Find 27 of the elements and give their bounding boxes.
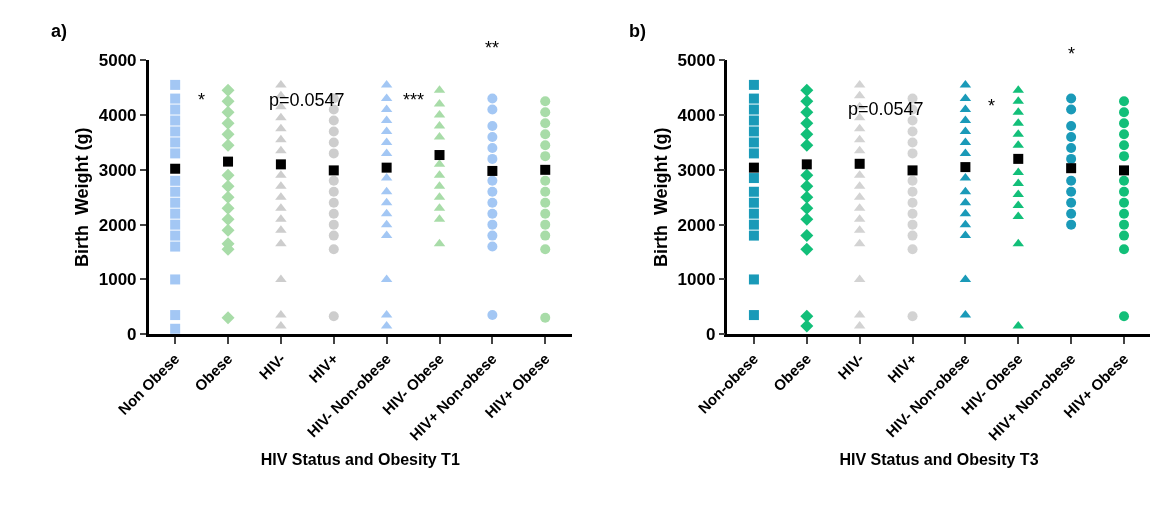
- y-tick-label: 3000: [98, 160, 137, 180]
- annotation: *: [988, 96, 996, 116]
- y-axis-title: Birth Weight (g): [71, 127, 92, 268]
- y-tick-label: 2000: [677, 215, 716, 235]
- annotation: *: [1068, 44, 1076, 64]
- y-tick-label: 3000: [677, 160, 716, 180]
- text: **: [485, 38, 500, 58]
- chart-title: b): [629, 21, 646, 41]
- annotation: *: [198, 90, 206, 110]
- y-tick-label: 2000: [98, 215, 137, 235]
- y-tick-label: 5000: [98, 51, 137, 71]
- chart-title: a): [51, 21, 68, 41]
- annotation: ***: [403, 90, 425, 110]
- y-tick-label: 0: [127, 325, 137, 345]
- x-tick-label: HIV-: [255, 349, 289, 383]
- y-tick-label: 1000: [98, 270, 137, 290]
- y-tick-label: 0: [705, 325, 716, 345]
- y-tick-label: 4000: [677, 105, 716, 125]
- annotation: p=0.0547: [848, 99, 924, 119]
- x-axis-title: HIV Status and Obesity T1: [260, 451, 460, 469]
- y-tick-label: 4000: [98, 105, 137, 125]
- annotation: p=0.0547: [269, 90, 345, 110]
- y-tick-label: 1000: [677, 270, 716, 290]
- x-axis-title: HIV Status and Obesity T3: [839, 451, 1039, 469]
- x-tick-label: HIV-: [834, 349, 868, 383]
- y-tick-label: 5000: [677, 51, 716, 71]
- y-axis-title: Birth Weight (g): [650, 127, 671, 268]
